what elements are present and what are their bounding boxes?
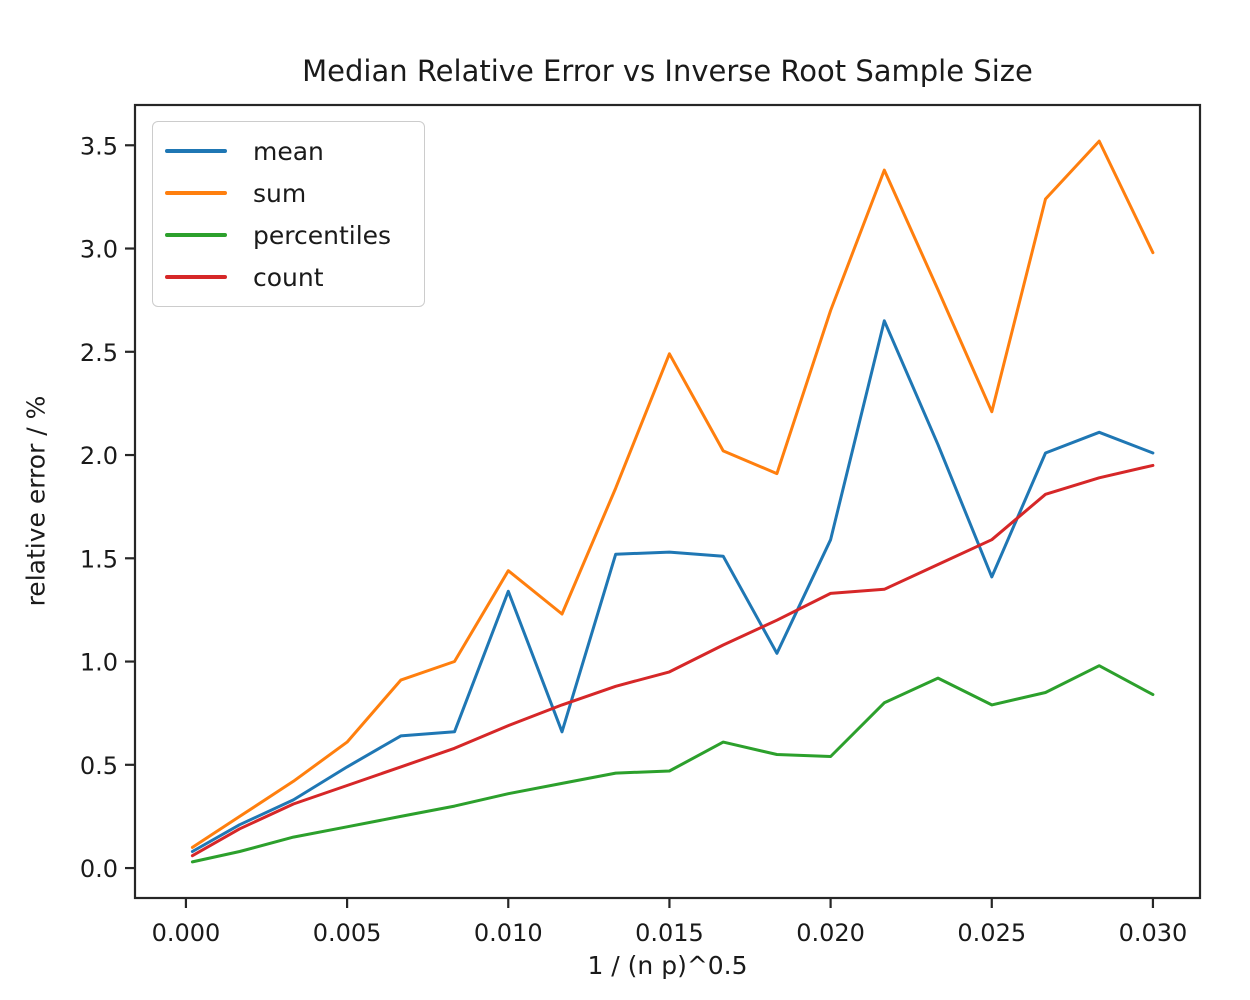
series-line-count (190, 463, 1155, 858)
legend-swatch-sum (165, 191, 227, 195)
legend-label: count (253, 262, 324, 292)
x-axis-label: 1 / (n p)^0.5 (587, 951, 748, 980)
legend-item-sum: sum (153, 181, 424, 206)
y-axis-label: relative error / % (21, 395, 51, 607)
legend-item-mean: mean (153, 139, 424, 164)
y-tick-label: 0.5 (80, 752, 118, 780)
axes-frame (133, 103, 1202, 900)
legend-item-percentiles: percentiles (153, 223, 424, 248)
series-line-percentiles (190, 664, 1155, 864)
legend-label: sum (253, 178, 307, 208)
legend-swatch-percentiles (165, 233, 227, 237)
legend: mean sum percentiles count (152, 121, 425, 307)
legend-label: percentiles (253, 220, 392, 250)
series-line-mean (190, 319, 1155, 853)
legend-swatch-count (165, 275, 227, 279)
series-line-sum (190, 139, 1155, 849)
y-tick-label: 3.0 (80, 236, 118, 264)
legend-label: mean (253, 136, 324, 166)
legend-item-count: count (153, 265, 424, 290)
x-tick-label: 0.030 (1119, 919, 1188, 947)
y-tick-label: 0.0 (80, 855, 118, 883)
chart-title: Median Relative Error vs Inverse Root Sa… (302, 54, 1033, 88)
x-tick-label: 0.015 (635, 919, 704, 947)
x-tick-label: 0.005 (313, 919, 382, 947)
legend-swatch-mean (165, 149, 227, 153)
x-tick-label: 0.025 (957, 919, 1026, 947)
y-tick-label: 2.5 (80, 339, 118, 367)
y-tick-label: 2.0 (80, 442, 118, 470)
y-tick-label: 1.5 (80, 545, 118, 573)
x-tick-label: 0.000 (152, 919, 221, 947)
y-tick-label: 3.5 (80, 132, 118, 160)
x-tick-label: 0.020 (796, 919, 865, 947)
y-tick-label: 1.0 (80, 649, 118, 677)
x-tick-label: 0.010 (474, 919, 543, 947)
